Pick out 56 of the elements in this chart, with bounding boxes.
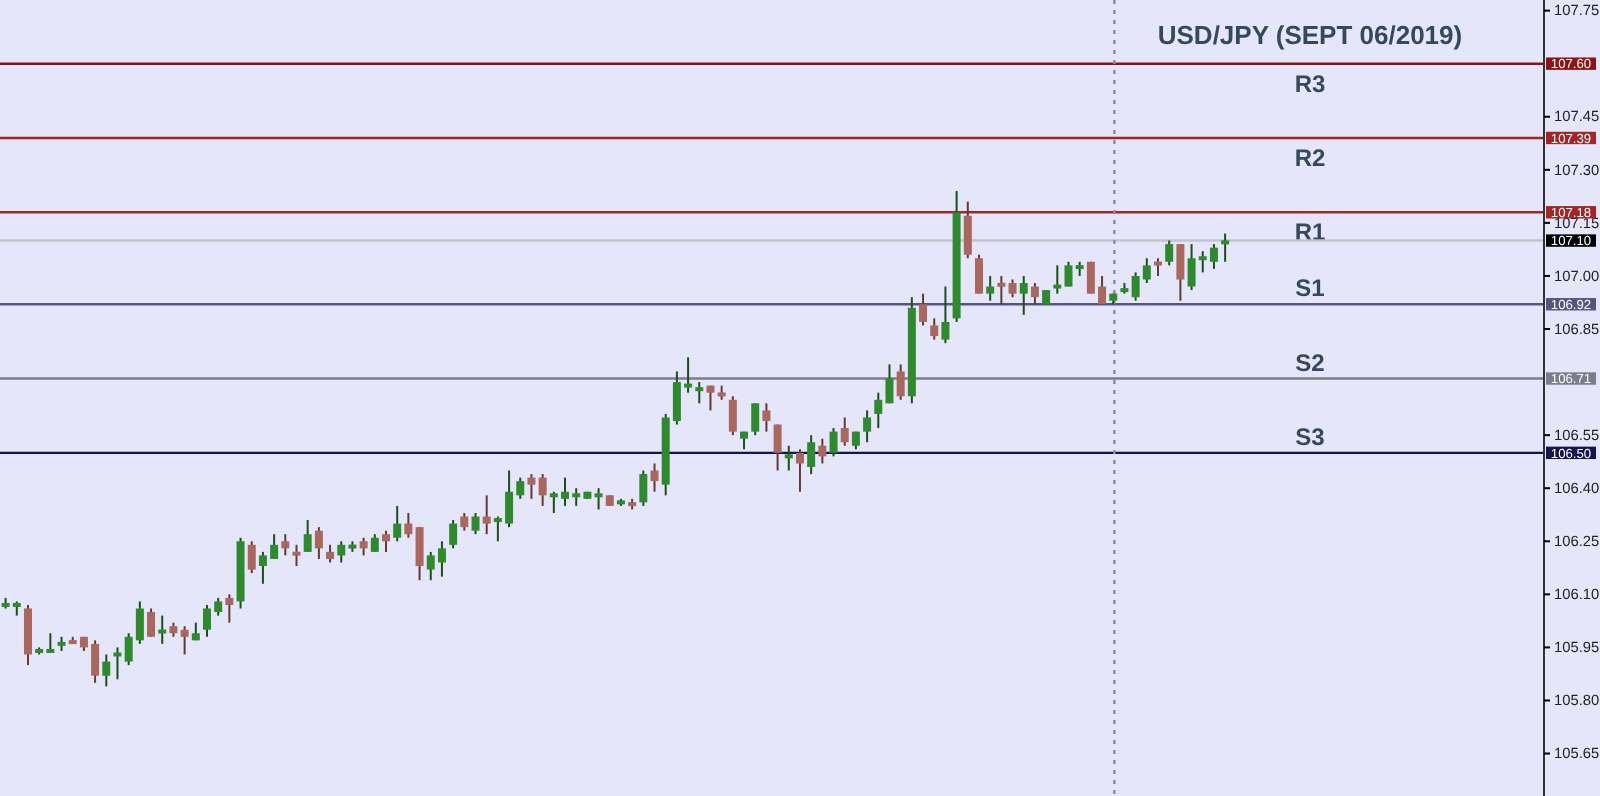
ref-line-label: R2 (1294, 143, 1326, 172)
candlestick (1165, 239, 1174, 267)
candlestick (147, 607, 156, 638)
candlestick (728, 395, 737, 437)
candlestick (773, 423, 782, 472)
candlestick (449, 519, 458, 550)
candlestick (818, 437, 827, 465)
candlestick (113, 646, 122, 681)
candlestick (393, 504, 402, 543)
ref-line-label: S1 (1295, 274, 1326, 303)
candlestick (840, 416, 849, 447)
candlestick (314, 526, 323, 560)
candlestick (751, 402, 760, 437)
candlestick (784, 444, 793, 472)
candlestick (247, 540, 256, 575)
candlestick (974, 253, 983, 295)
candlestick (382, 529, 390, 553)
candlestick (863, 409, 872, 444)
candlestick (829, 427, 838, 458)
candlestick (1030, 282, 1039, 306)
candlestick (538, 473, 547, 507)
candlestick (1176, 243, 1185, 302)
candlestick (471, 511, 480, 536)
candlestick (225, 593, 234, 624)
candlestick (482, 494, 491, 536)
candlestick (762, 402, 771, 433)
candlestick (23, 603, 32, 667)
text: USD/JPY (SEPT 06/2019) (1157, 20, 1463, 50)
candlestick (795, 448, 804, 493)
ref-line-label: S2 (1295, 348, 1326, 377)
candlestick (404, 511, 413, 539)
candlestick (102, 653, 111, 688)
candlestick (919, 292, 928, 327)
candlestick (639, 469, 648, 507)
candlestick (158, 614, 167, 645)
candlestick (963, 200, 972, 260)
candlestick (292, 543, 301, 568)
candlestick (415, 526, 424, 582)
candlestick (180, 625, 189, 656)
candlestick (986, 274, 995, 302)
candlestick (650, 462, 659, 493)
candlestick (281, 533, 290, 557)
candlestick (594, 487, 603, 511)
ref-line-label: R3 (1294, 69, 1326, 98)
candlestick (807, 434, 816, 476)
candlestick (896, 363, 905, 401)
candlestick (1221, 232, 1230, 263)
candlestick (1019, 274, 1028, 316)
ref-line-label: S3 (1295, 422, 1326, 451)
candlestick (527, 473, 536, 500)
candlestick (997, 274, 1006, 306)
ref-line-label: R1 (1294, 218, 1326, 247)
candlestick (930, 317, 939, 341)
candlestick (706, 384, 715, 412)
candlestick (303, 519, 312, 553)
candlestick (941, 285, 950, 345)
